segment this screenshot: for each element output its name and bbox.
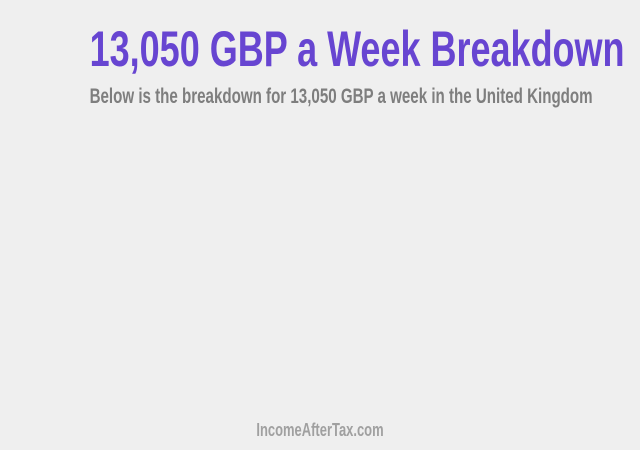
site-watermark: IncomeAfterTax.com — [256, 420, 384, 441]
breakdown-content-area — [0, 120, 640, 410]
page-header: 13,050 GBP a Week Breakdown Below is the… — [0, 0, 640, 108]
page-subtitle: Below is the breakdown for 13,050 GBP a … — [89, 85, 593, 108]
page-footer: IncomeAfterTax.com — [0, 420, 640, 441]
page-title: 13,050 GBP a Week Breakdown — [89, 21, 625, 77]
